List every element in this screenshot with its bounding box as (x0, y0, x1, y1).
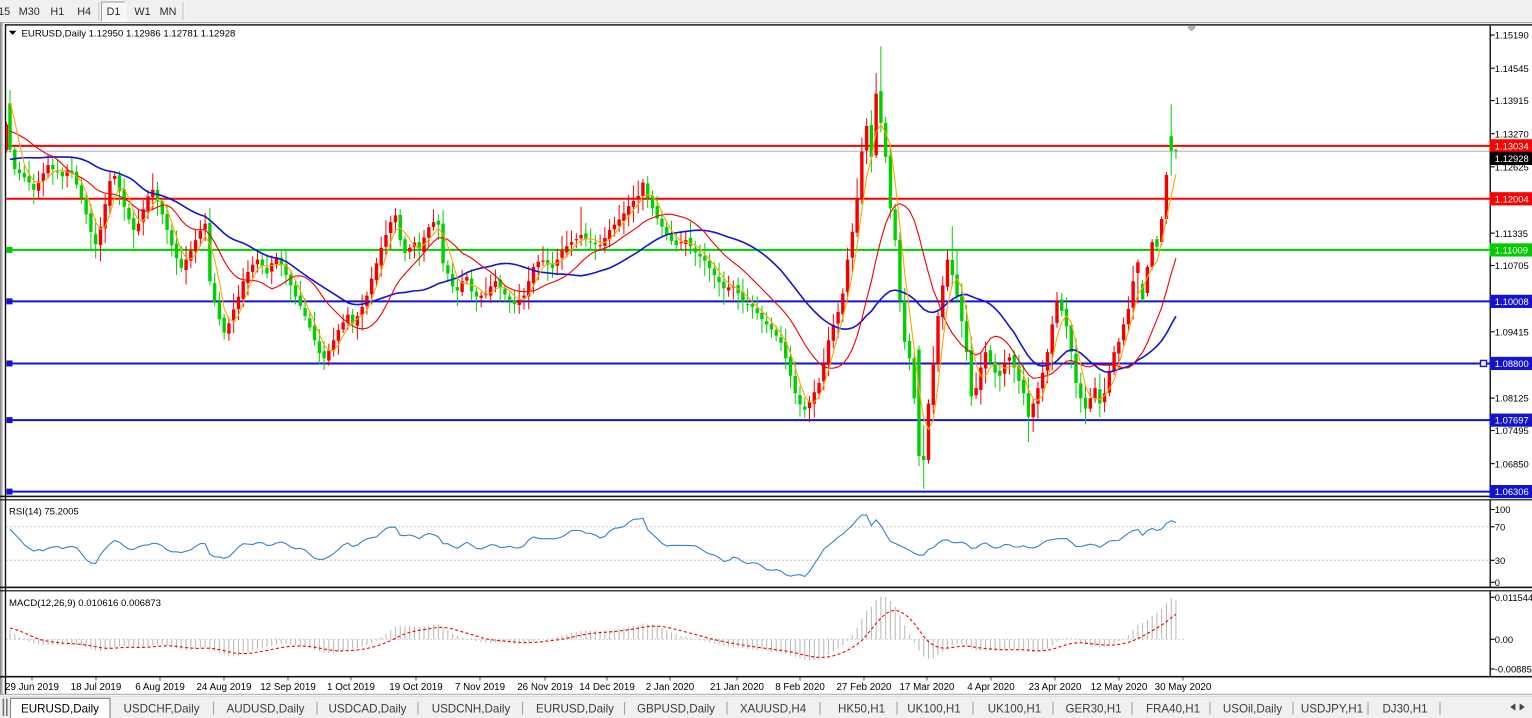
svg-text:EURUSD,Daily: EURUSD,Daily (21, 702, 99, 715)
svg-text:MN: MN (160, 6, 177, 18)
svg-text:23 Apr 2020: 23 Apr 2020 (1029, 682, 1082, 693)
svg-text:0: 0 (1495, 577, 1500, 588)
svg-text:1.12004: 1.12004 (1495, 193, 1529, 204)
svg-text:1.14545: 1.14545 (1495, 63, 1529, 74)
svg-text:30 May 2020: 30 May 2020 (1155, 682, 1212, 693)
svg-text:17 Mar 2020: 17 Mar 2020 (899, 682, 955, 693)
svg-text:24 Aug 2019: 24 Aug 2019 (196, 682, 251, 693)
svg-text:12 May 2020: 12 May 2020 (1091, 682, 1148, 693)
svg-text:1.13915: 1.13915 (1495, 95, 1529, 106)
svg-text:GER30,H1: GER30,H1 (1065, 702, 1121, 715)
svg-text:100: 100 (1495, 504, 1511, 515)
svg-text:27 Feb 2020: 27 Feb 2020 (836, 682, 892, 693)
svg-text:DJ30,H1: DJ30,H1 (1382, 702, 1427, 715)
svg-text:1.07495: 1.07495 (1495, 425, 1529, 436)
svg-text:UK100,H1: UK100,H1 (907, 702, 961, 715)
svg-text:HK50,H1: HK50,H1 (838, 702, 885, 715)
svg-text:1.06850: 1.06850 (1495, 458, 1529, 469)
svg-text:1.10008: 1.10008 (1495, 296, 1529, 307)
svg-text:8 Feb 2020: 8 Feb 2020 (775, 682, 825, 693)
svg-text:MACD(12,26,9) 0.010616 0.00687: MACD(12,26,9) 0.010616 0.006873 (9, 598, 161, 609)
svg-text:1.08125: 1.08125 (1495, 393, 1529, 404)
svg-text:USDJPY,H1: USDJPY,H1 (1301, 702, 1363, 715)
svg-text:M30: M30 (19, 6, 40, 18)
svg-text:1.13034: 1.13034 (1495, 140, 1529, 151)
svg-text:1.12928: 1.12928 (1495, 153, 1529, 164)
svg-text:1.15190: 1.15190 (1495, 30, 1529, 41)
svg-text:1.07697: 1.07697 (1495, 415, 1529, 426)
svg-text:18 Jul 2019: 18 Jul 2019 (71, 682, 122, 693)
svg-text:2 Jan 2020: 2 Jan 2020 (646, 682, 695, 693)
svg-text:15: 15 (0, 6, 10, 18)
svg-text:USOil,Daily: USOil,Daily (1223, 702, 1282, 715)
svg-text:19 Oct 2019: 19 Oct 2019 (389, 682, 442, 693)
svg-text:6 Aug 2019: 6 Aug 2019 (135, 682, 185, 693)
svg-text:30: 30 (1495, 555, 1505, 566)
svg-text:4 Apr 2020: 4 Apr 2020 (967, 682, 1015, 693)
svg-text:1.06306: 1.06306 (1495, 486, 1529, 497)
svg-text:AUDUSD,Daily: AUDUSD,Daily (227, 702, 305, 715)
svg-text:70: 70 (1495, 521, 1505, 532)
svg-text:1.09415: 1.09415 (1495, 326, 1529, 337)
svg-text:FRA40,H1: FRA40,H1 (1146, 702, 1200, 715)
svg-text:USDCAD,Daily: USDCAD,Daily (329, 702, 407, 715)
svg-text:GBPUSD,Daily: GBPUSD,Daily (637, 702, 715, 715)
svg-text:W1: W1 (134, 6, 150, 18)
svg-text:H4: H4 (77, 6, 91, 18)
svg-text:1.11009: 1.11009 (1495, 245, 1528, 256)
svg-text:1.13270: 1.13270 (1495, 128, 1529, 139)
svg-text:RSI(14) 75.2005: RSI(14) 75.2005 (9, 507, 79, 518)
svg-text:14 Dec 2019: 14 Dec 2019 (579, 682, 635, 693)
svg-text:1.08800: 1.08800 (1495, 358, 1529, 369)
svg-text:UK100,H1: UK100,H1 (988, 702, 1042, 715)
svg-text:D1: D1 (107, 6, 121, 18)
svg-text:EURUSD,Daily: EURUSD,Daily (536, 702, 614, 715)
svg-text:7 Nov 2019: 7 Nov 2019 (455, 682, 505, 693)
svg-text:-0.0088588: -0.0088588 (1495, 664, 1532, 675)
svg-text:1.10705: 1.10705 (1495, 260, 1529, 271)
svg-text:0.00: 0.00 (1495, 634, 1513, 645)
svg-text:21 Jan 2020: 21 Jan 2020 (710, 682, 764, 693)
svg-text:0.0115444: 0.0115444 (1495, 592, 1532, 603)
svg-text:1.11335: 1.11335 (1495, 228, 1528, 239)
svg-text:1.12625: 1.12625 (1495, 161, 1529, 172)
svg-text:EURUSD,Daily 1.12950 1.12986: EURUSD,Daily 1.12950 1.12986 1.12781 1.1… (22, 28, 236, 39)
svg-text:USDCNH,Daily: USDCNH,Daily (432, 702, 511, 715)
svg-text:29 Jun 2019: 29 Jun 2019 (5, 682, 59, 693)
svg-text:H1: H1 (50, 6, 64, 18)
svg-text:26 Nov 2019: 26 Nov 2019 (517, 682, 573, 693)
svg-text:12 Sep 2019: 12 Sep 2019 (260, 682, 316, 693)
svg-text:1 Oct 2019: 1 Oct 2019 (327, 682, 375, 693)
svg-text:XAUUSD,H4: XAUUSD,H4 (740, 702, 807, 715)
svg-text:USDCHF,Daily: USDCHF,Daily (123, 702, 199, 715)
